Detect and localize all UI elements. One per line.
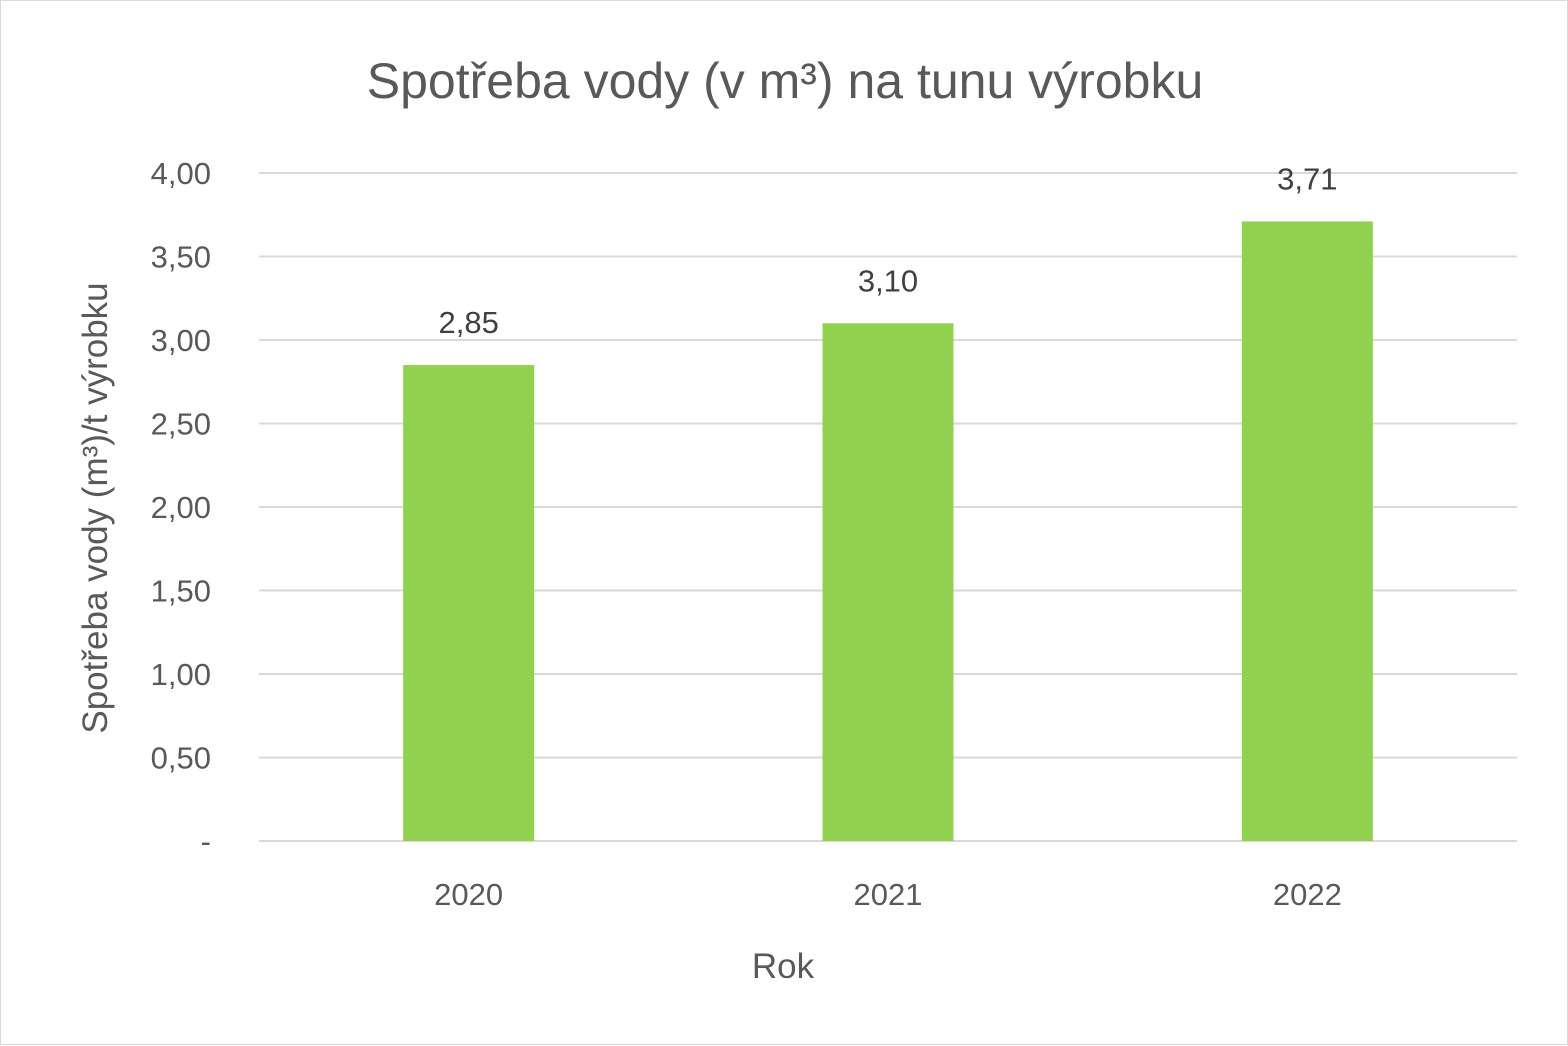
y-tick-label: 2,00 bbox=[151, 490, 211, 525]
y-tick-label: 1,50 bbox=[151, 574, 211, 609]
y-tick-label: 2,50 bbox=[151, 407, 211, 442]
x-axis-title: Rok bbox=[752, 947, 815, 986]
chart-title: Spotřeba vody (v m³) na tunu výrobku bbox=[367, 53, 1204, 109]
y-tick-label: - bbox=[201, 824, 211, 859]
bar-2022 bbox=[1241, 221, 1373, 841]
y-tick-label: 1,00 bbox=[151, 657, 211, 692]
data-label-2022: 3,71 bbox=[1277, 161, 1337, 196]
data-label-2020: 2,85 bbox=[438, 305, 498, 340]
bar-2021 bbox=[822, 323, 954, 841]
data-label-2021: 3,10 bbox=[858, 263, 918, 298]
y-tick-label: 0,50 bbox=[151, 741, 211, 776]
y-axis-ticks: - 0,50 1,00 1,50 2,00 2,50 3,00 3,50 4,00 bbox=[151, 156, 211, 859]
y-tick-label: 3,00 bbox=[151, 323, 211, 358]
data-labels: 2,85 3,10 3,71 bbox=[438, 161, 1337, 340]
bars bbox=[403, 221, 1373, 841]
y-axis-title: Spotřeba vody (m³)/t výrobku bbox=[76, 282, 115, 733]
x-axis-ticks: 2020 2021 2022 bbox=[434, 877, 1342, 912]
x-tick-label: 2021 bbox=[854, 877, 923, 912]
x-tick-label: 2022 bbox=[1273, 877, 1342, 912]
bar-2020 bbox=[403, 365, 535, 841]
y-tick-label: 3,50 bbox=[151, 240, 211, 275]
y-tick-label: 4,00 bbox=[151, 156, 211, 191]
x-tick-label: 2020 bbox=[434, 877, 503, 912]
